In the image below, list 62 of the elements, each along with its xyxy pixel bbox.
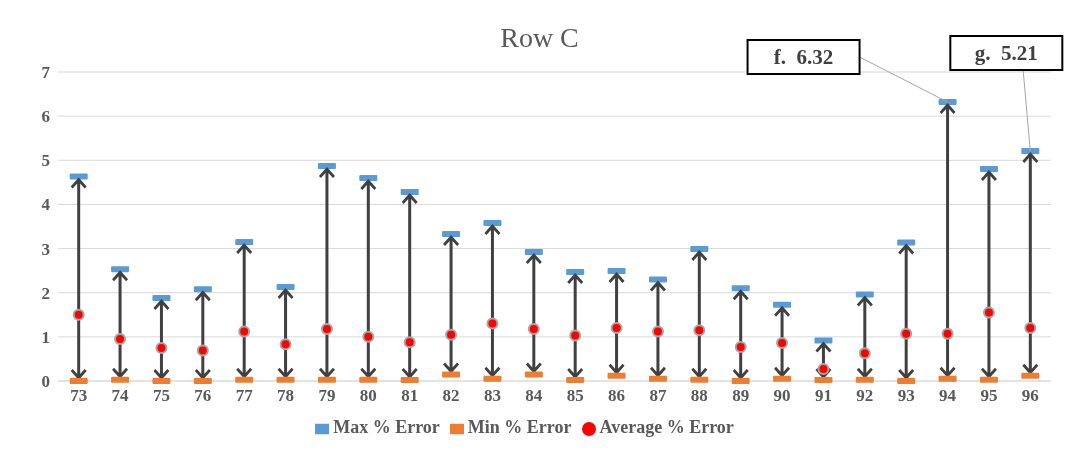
x-tick-label: 81: [401, 386, 419, 406]
x-tick-label: 94: [939, 386, 957, 406]
x-tick-label: 90: [773, 386, 791, 406]
annotation: f. 6.32: [773, 45, 834, 70]
point: [238, 325, 251, 338]
point: [651, 325, 664, 338]
legend-label: Min % Error: [467, 417, 572, 437]
x-tick-label: 76: [194, 386, 212, 406]
x-tick-label: 82: [442, 386, 460, 406]
point: [527, 322, 540, 335]
point: [776, 337, 789, 350]
x-tick-label: 89: [732, 386, 750, 406]
x-tick-label: 79: [318, 386, 336, 406]
x-tick-label: 85: [566, 386, 584, 406]
point: [610, 322, 623, 335]
x-tick-label: 84: [525, 386, 543, 406]
point: [362, 330, 375, 343]
y-tick-label: 3: [41, 239, 50, 259]
legend-label: Max % Error: [333, 417, 440, 437]
x-tick-label: 77: [235, 386, 254, 406]
point: [196, 344, 209, 357]
point: [817, 363, 830, 376]
y-tick-label: 1: [41, 327, 50, 347]
point: [734, 341, 747, 354]
point: [486, 317, 499, 330]
y-tick-label: 6: [41, 107, 50, 127]
point: [72, 308, 85, 321]
x-tick-label: 96: [1021, 386, 1039, 406]
y-tick-label: 5: [41, 151, 50, 171]
x-tick-label: 74: [111, 386, 130, 406]
x-tick-label: 80: [359, 386, 377, 406]
point: [569, 329, 582, 342]
y-tick-label: 4: [41, 195, 51, 215]
annotation: g. 5.21: [974, 41, 1038, 66]
y-tick-label: 0: [41, 372, 50, 392]
point: [1024, 322, 1037, 335]
point: [114, 333, 127, 346]
x-tick-label: 95: [980, 386, 998, 406]
x-tick-label: 87: [649, 386, 667, 406]
x-tick-label: 75: [152, 386, 170, 406]
point: [858, 347, 871, 360]
x-tick-label: 86: [608, 386, 626, 406]
point: [155, 341, 168, 354]
y-tick-label: 7: [41, 63, 51, 83]
x-tick-label: 93: [897, 386, 915, 406]
point: [279, 338, 292, 351]
point: [693, 324, 706, 337]
x-tick-label: 88: [690, 386, 708, 406]
x-tick-label: 92: [856, 386, 874, 406]
x-tick-label: 83: [483, 386, 501, 406]
point: [320, 322, 333, 335]
point: [982, 306, 995, 319]
x-tick-label: 91: [814, 386, 832, 406]
x-tick-label: 73: [70, 386, 88, 406]
chart-title: Row C: [500, 22, 579, 53]
legend-label: Average % Error: [599, 417, 734, 437]
x-tick-label: 78: [277, 386, 295, 406]
point: [900, 327, 913, 340]
point: [403, 336, 416, 349]
point: [445, 328, 458, 341]
y-tick-label: 2: [41, 283, 50, 303]
point: [941, 327, 954, 340]
